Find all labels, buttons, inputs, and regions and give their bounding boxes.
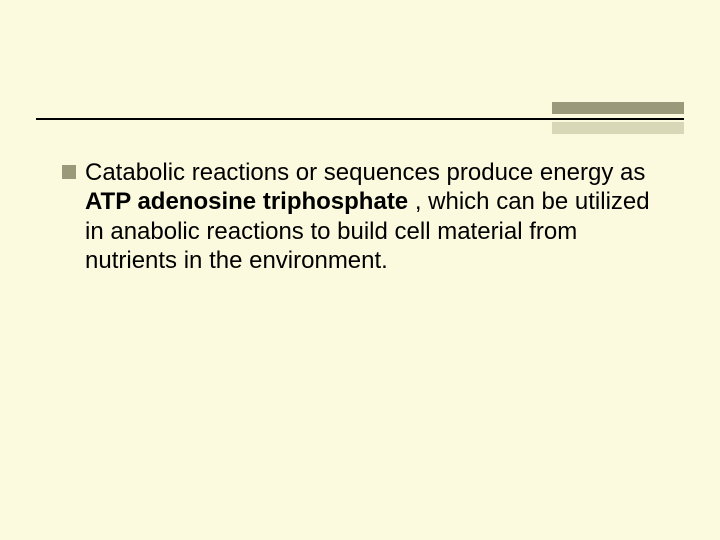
header-area bbox=[0, 0, 720, 130]
accent-bar-light bbox=[552, 122, 684, 134]
bullet-item: Catabolic reactions or sequences produce… bbox=[62, 158, 672, 275]
square-bullet-icon bbox=[62, 165, 76, 179]
content-area: Catabolic reactions or sequences produce… bbox=[62, 158, 672, 275]
slide: Catabolic reactions or sequences produce… bbox=[0, 0, 720, 540]
bullet-text: Catabolic reactions or sequences produce… bbox=[85, 158, 672, 275]
horizontal-rule bbox=[36, 118, 684, 120]
bullet-text-pre: Catabolic reactions or sequences produce… bbox=[85, 159, 645, 186]
accent-bar-dark bbox=[552, 102, 684, 114]
bullet-text-bold: ATP adenosine triphosphate bbox=[85, 188, 408, 215]
